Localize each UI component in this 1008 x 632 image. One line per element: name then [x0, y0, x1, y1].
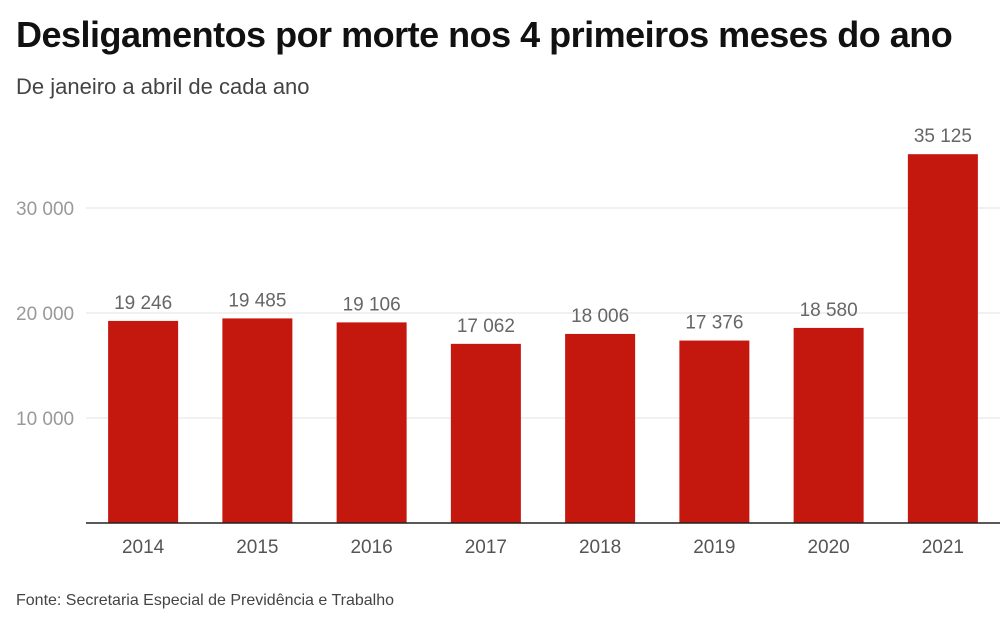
bar — [450, 343, 521, 523]
bar — [679, 340, 750, 523]
data-label: 17 062 — [457, 316, 515, 337]
data-label: 17 376 — [685, 313, 743, 334]
data-label: 19 106 — [343, 294, 401, 315]
chart-title: Desligamentos por morte nos 4 primeiros … — [16, 14, 953, 55]
bar — [565, 333, 636, 523]
x-tick-label: 2016 — [350, 537, 392, 558]
y-tick-label: 20 000 — [16, 304, 74, 325]
data-label: 19 246 — [114, 293, 172, 314]
x-tick-label: 2018 — [579, 537, 621, 558]
data-label: 18 006 — [571, 306, 629, 327]
bar-chart: 10 000 20 000 30 000 19 246 2014 19 485 2015 19… — [16, 126, 1000, 558]
x-tick-label: 2020 — [807, 537, 849, 558]
bar — [793, 327, 864, 523]
bar — [907, 154, 978, 523]
data-label: 19 485 — [228, 290, 286, 311]
x-tick-label: 2017 — [465, 537, 507, 558]
y-tick-label: 10 000 — [16, 409, 74, 430]
y-tick-label: 30 000 — [16, 199, 74, 220]
x-tick-label: 2014 — [122, 537, 165, 558]
x-tick-label: 2019 — [693, 537, 735, 558]
bar — [222, 318, 293, 523]
data-label: 18 580 — [800, 300, 858, 321]
bar — [108, 320, 179, 523]
x-tick-label: 2021 — [922, 537, 964, 558]
source-note: Fonte: Secretaria Especial de Previdênci… — [16, 592, 394, 609]
bar — [336, 322, 407, 523]
x-tick-label: 2015 — [236, 537, 278, 558]
chart-subtitle: De janeiro a abril de cada ano — [16, 74, 310, 99]
data-label: 35 125 — [914, 126, 972, 147]
